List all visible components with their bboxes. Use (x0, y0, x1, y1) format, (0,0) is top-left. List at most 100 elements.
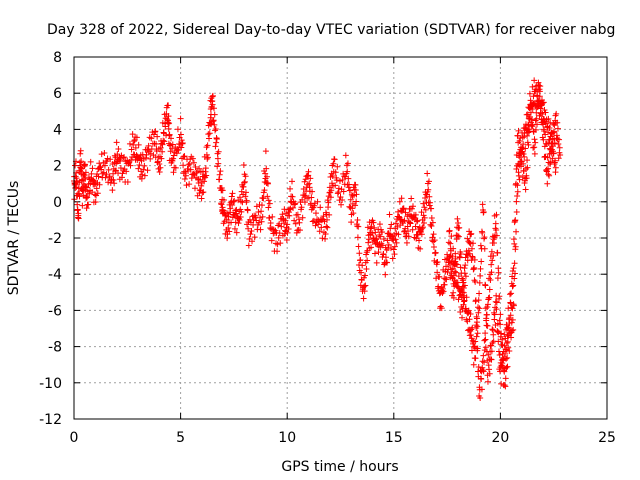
data-point (473, 333, 480, 340)
data-point (479, 201, 486, 208)
data-point (209, 92, 216, 99)
data-point (286, 212, 293, 219)
data-point (130, 141, 137, 148)
data-point (146, 134, 153, 141)
data-point (398, 195, 405, 202)
data-point (451, 268, 458, 275)
data-point (488, 356, 495, 363)
data-point (484, 322, 491, 329)
data-point (181, 153, 188, 160)
data-point (546, 172, 553, 179)
data-point (402, 209, 409, 216)
data-point (91, 191, 98, 198)
data-point (214, 163, 221, 170)
data-point (434, 258, 441, 265)
data-point (361, 288, 368, 295)
data-point (204, 142, 211, 149)
data-point (266, 200, 273, 207)
data-point (515, 172, 522, 179)
data-point (165, 113, 172, 120)
data-point (140, 166, 147, 173)
data-point (139, 171, 146, 178)
data-point (504, 338, 511, 345)
data-point (487, 277, 494, 284)
data-point (513, 198, 520, 205)
data-point (231, 197, 238, 204)
data-point (393, 239, 400, 246)
data-point (135, 165, 142, 172)
data-point (522, 165, 529, 172)
data-point (157, 164, 164, 171)
data-point (353, 191, 360, 198)
data-point (445, 239, 452, 246)
data-point (508, 319, 515, 326)
y-tick-label: 4 (53, 122, 62, 138)
data-point (186, 160, 193, 167)
data-point (544, 154, 551, 161)
data-point (380, 235, 387, 242)
data-point (541, 127, 548, 134)
data-point (242, 189, 249, 196)
data-point (211, 105, 218, 112)
data-point (486, 370, 493, 377)
data-point (170, 169, 177, 176)
data-point (462, 273, 469, 280)
data-point (446, 227, 453, 234)
data-point (439, 285, 446, 292)
data-point (477, 242, 484, 249)
data-point (353, 198, 360, 205)
data-point (425, 178, 432, 185)
data-point (494, 275, 501, 282)
data-point (479, 358, 486, 365)
data-point (103, 171, 110, 178)
data-point (209, 101, 216, 108)
data-point (416, 237, 423, 244)
data-point (247, 231, 254, 238)
data-point (457, 264, 464, 271)
data-point (447, 240, 454, 247)
data-point (536, 88, 543, 95)
data-point (460, 279, 467, 286)
data-point (287, 185, 294, 192)
data-point (328, 187, 335, 194)
data-point (263, 165, 270, 172)
data-point (257, 214, 264, 221)
data-point (124, 179, 131, 186)
data-point (326, 211, 333, 218)
data-point (120, 154, 127, 161)
data-point (387, 245, 394, 252)
data-point (314, 198, 321, 205)
data-point (553, 132, 560, 139)
data-point (506, 314, 513, 321)
data-point (467, 328, 474, 335)
data-point (219, 187, 226, 194)
data-point (274, 248, 281, 255)
data-point (452, 250, 459, 257)
data-point (335, 185, 342, 192)
data-point (213, 136, 220, 143)
data-point (78, 158, 85, 165)
data-point (178, 144, 185, 151)
data-point (421, 204, 428, 211)
data-point (450, 289, 457, 296)
data-point (492, 220, 499, 227)
data-point (517, 158, 524, 165)
data-point (486, 286, 493, 293)
data-point (539, 111, 546, 118)
data-point (159, 141, 166, 148)
data-point (294, 211, 301, 218)
data-point (232, 219, 239, 226)
data-point (164, 116, 171, 123)
chart-title: Day 328 of 2022, Sidereal Day-to-day VTE… (47, 22, 615, 38)
data-point (472, 338, 479, 345)
data-point (185, 161, 192, 168)
data-point (276, 230, 283, 237)
data-point (483, 322, 490, 329)
data-point (513, 180, 520, 187)
data-point (472, 278, 479, 285)
data-point (126, 140, 133, 147)
data-point (526, 90, 533, 97)
data-point (452, 258, 459, 265)
data-point (160, 137, 167, 144)
